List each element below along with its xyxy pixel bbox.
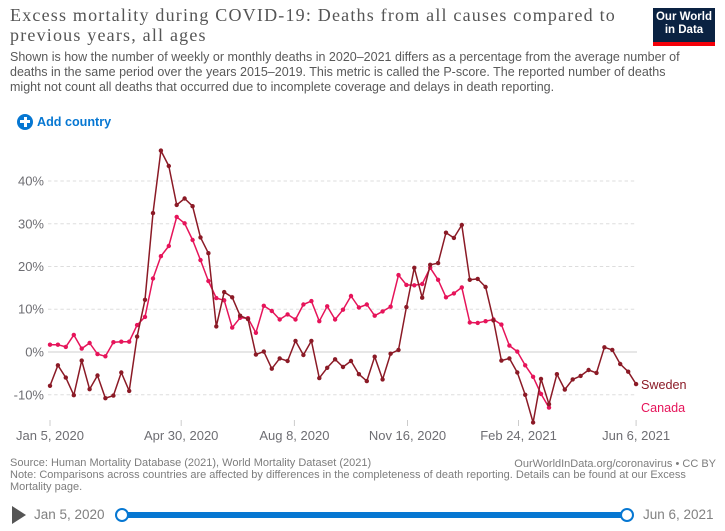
svg-text:Feb 24, 2021: Feb 24, 2021: [480, 428, 557, 443]
svg-text:0%: 0%: [25, 345, 44, 360]
svg-text:Canada: Canada: [641, 401, 685, 415]
svg-text:20%: 20%: [18, 259, 44, 274]
svg-text:30%: 30%: [18, 216, 44, 231]
svg-text:Jun 6, 2021: Jun 6, 2021: [602, 428, 670, 443]
svg-text:Jan 5, 2020: Jan 5, 2020: [16, 428, 84, 443]
svg-text:40%: 40%: [18, 174, 44, 189]
svg-text:Apr 30, 2020: Apr 30, 2020: [144, 428, 218, 443]
svg-text:Sweden: Sweden: [641, 378, 687, 392]
svg-text:Nov 16, 2020: Nov 16, 2020: [369, 428, 446, 443]
svg-text:-10%: -10%: [14, 387, 45, 402]
svg-text:10%: 10%: [18, 302, 44, 317]
svg-text:Aug 8, 2020: Aug 8, 2020: [259, 428, 329, 443]
